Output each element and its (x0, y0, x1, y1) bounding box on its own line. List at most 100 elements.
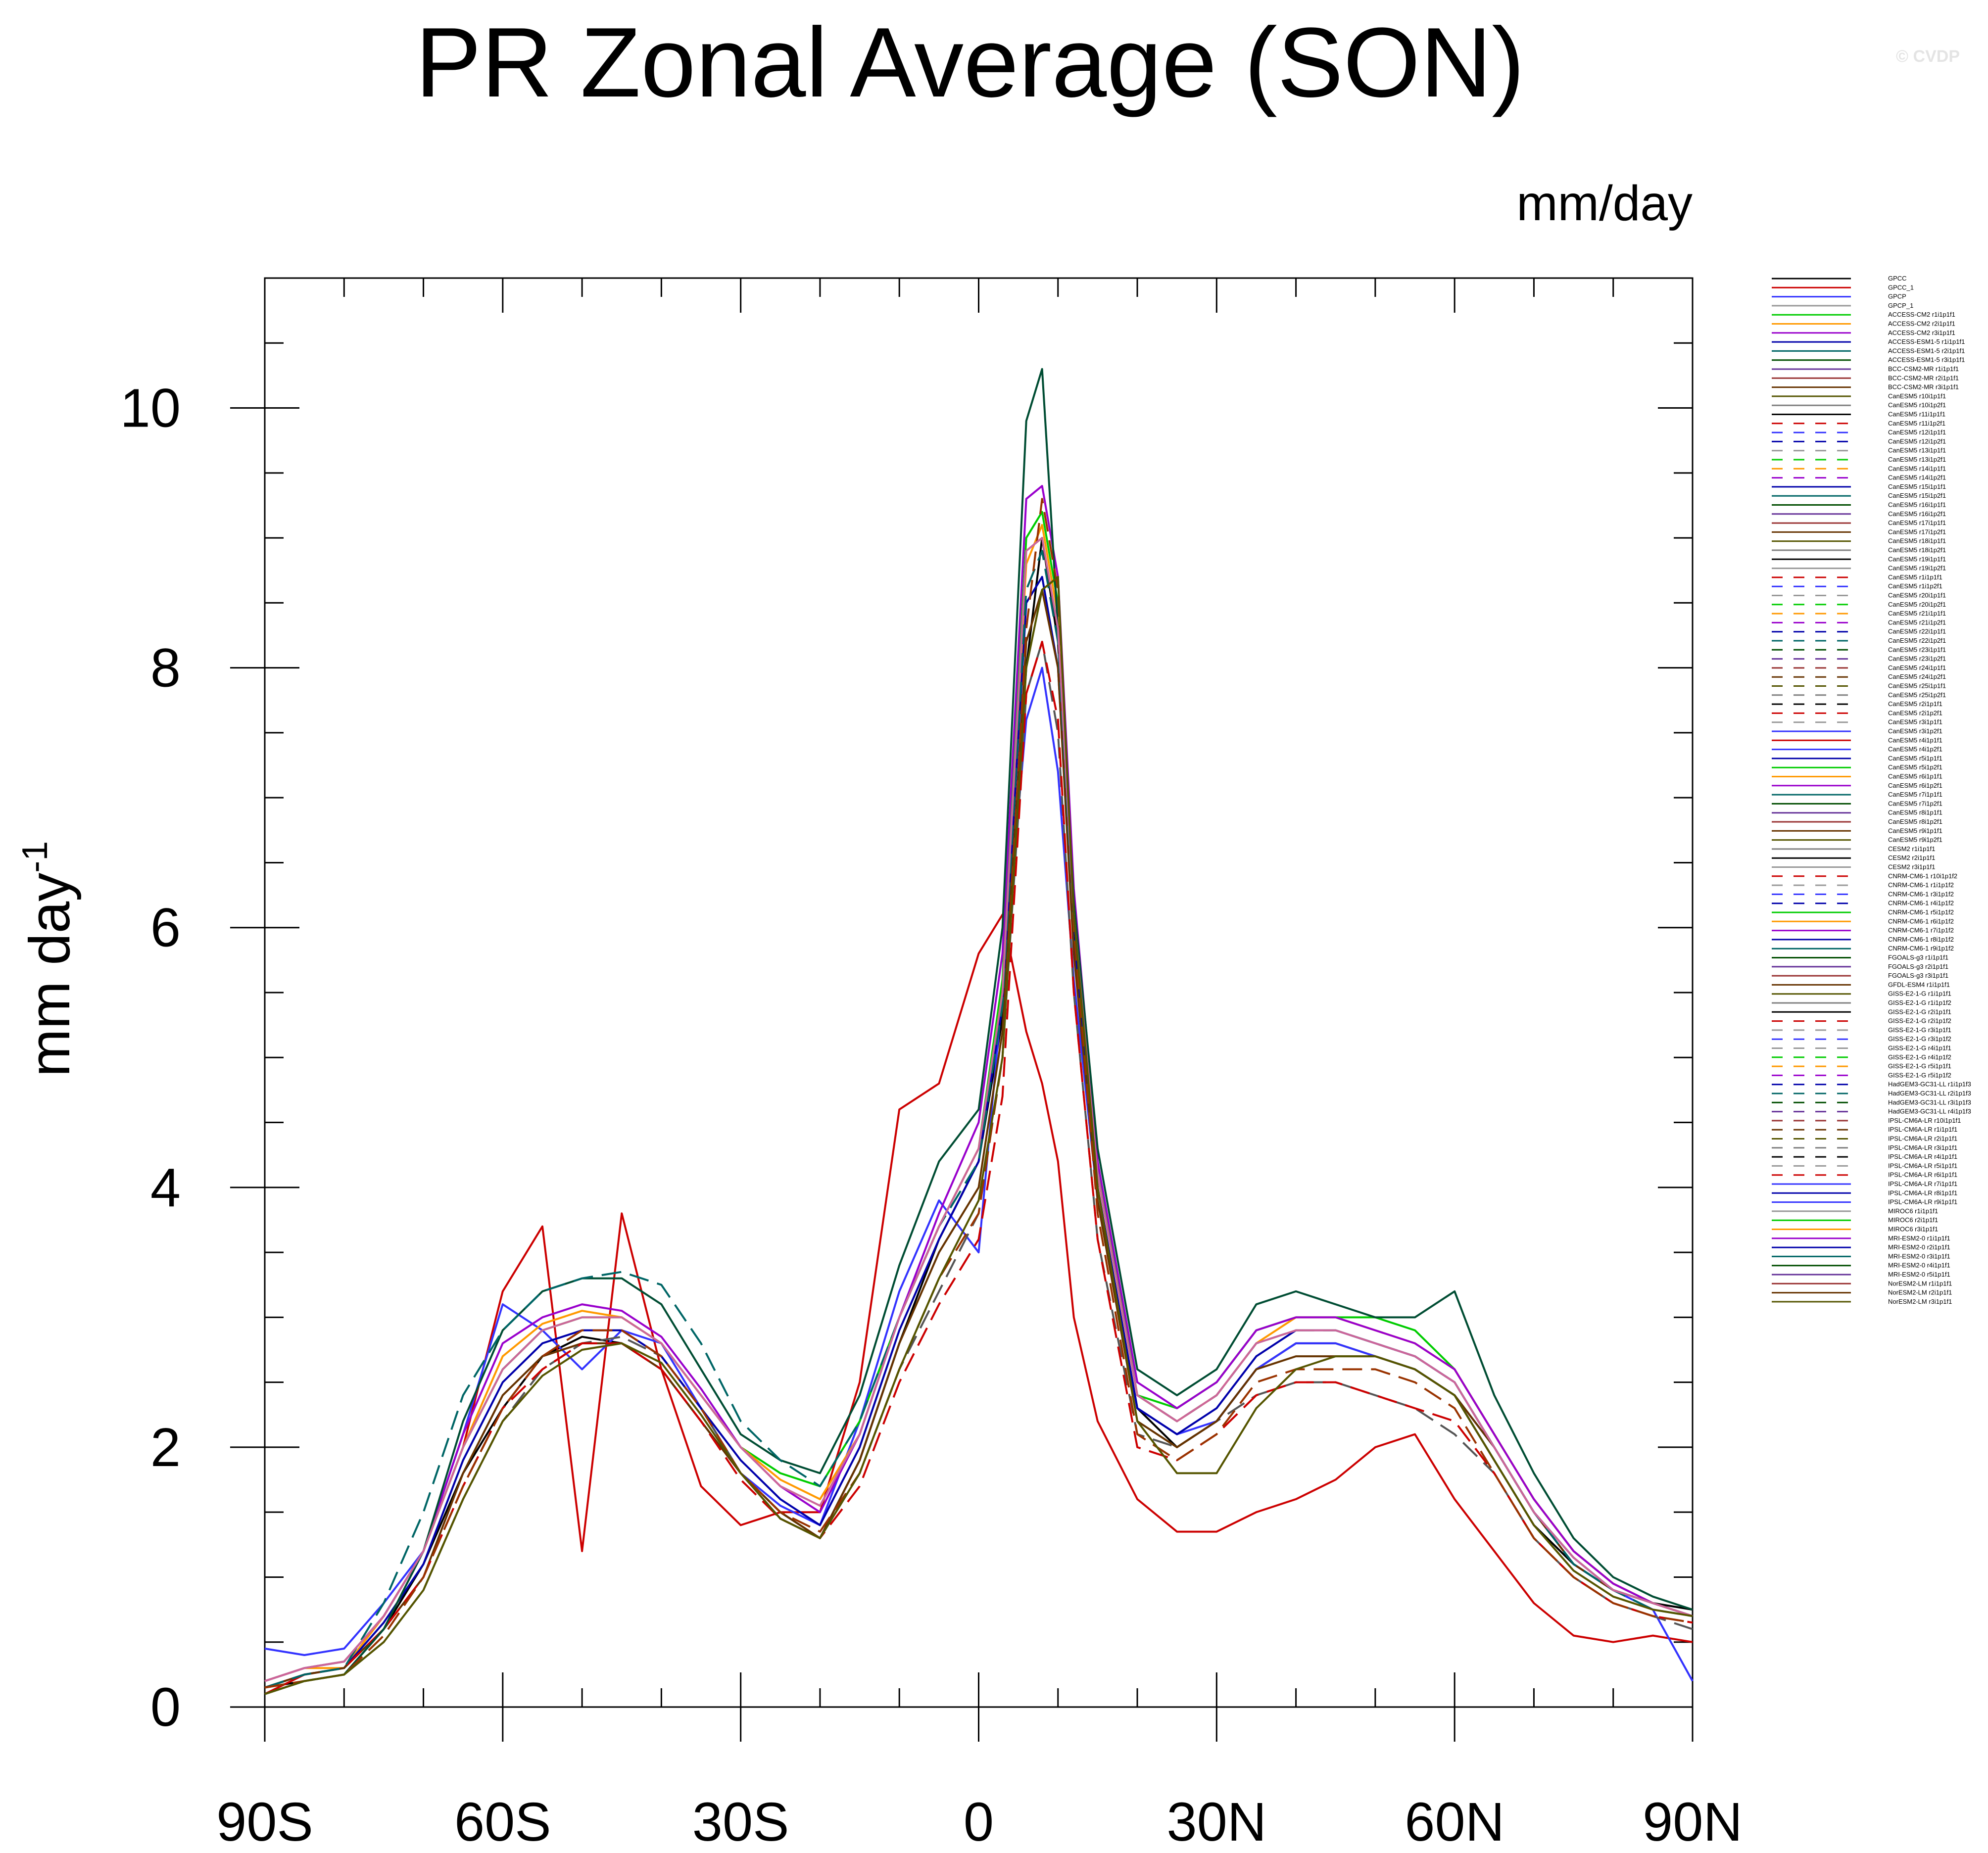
legend-label: CanESM5 r15i1p2f1 (1888, 492, 1946, 499)
legend-label: IPSL-CM6A-LR r8i1p1f1 (1888, 1189, 1957, 1196)
legend-label: CanESM5 r8i1p1f1 (1888, 809, 1942, 816)
series-line (264, 537, 1693, 1689)
chart-title: PR Zonal Average (SON) (415, 7, 1525, 118)
series-line (264, 913, 1693, 1695)
y-axis-label-exponent: -1 (15, 841, 55, 873)
legend-label: GISS-E2-1-G r1i1p1f2 (1888, 999, 1951, 1006)
legend-label: CanESM5 r7i1p1f1 (1888, 791, 1942, 798)
legend-label: CanESM5 r21i1p1f1 (1888, 610, 1946, 617)
legend-label: CanESM5 r22i1p1f1 (1888, 628, 1946, 635)
legend-label: CNRM-CM6-1 r9i1p1f2 (1888, 945, 1954, 952)
data-series (264, 368, 1694, 1695)
legend-label: CESM2 r2i1p1f1 (1888, 854, 1935, 861)
legend-label: CanESM5 r11i1p1f1 (1888, 411, 1945, 418)
legend-label: BCC-CSM2-MR r3i1p1f1 (1888, 383, 1959, 391)
legend-label: CanESM5 r15i1p1f1 (1888, 483, 1946, 490)
legend-label: CanESM5 r25i1p2f1 (1888, 691, 1946, 699)
series-line (264, 368, 1693, 1695)
legend-label: ACCESS-ESM1-5 r2i1p1f1 (1888, 347, 1965, 354)
axis-ticks (230, 277, 1694, 1742)
legend-label: NorESM2-LM r2i1p1f1 (1888, 1289, 1952, 1296)
legend-label: CanESM5 r23i1p2f1 (1888, 655, 1946, 663)
legend-label: CNRM-CM6-1 r3i1p1f2 (1888, 890, 1954, 898)
legend-label: MRI-ESM2-0 r4i1p1f1 (1888, 1262, 1950, 1269)
legend-label: CanESM5 r18i1p1f1 (1888, 537, 1946, 545)
legend-label: CNRM-CM6-1 r7i1p1f2 (1888, 927, 1954, 934)
legend-label: IPSL-CM6A-LR r10i1p1f1 (1888, 1117, 1961, 1124)
legend-label: CanESM5 r5i1p2f1 (1888, 763, 1942, 771)
y-tick-label: 8 (150, 638, 181, 699)
legend-label: CESM2 r1i1p1f1 (1888, 845, 1935, 853)
legend-label: ACCESS-ESM1-5 r3i1p1f1 (1888, 356, 1965, 364)
legend-label: IPSL-CM6A-LR r4i1p1f1 (1888, 1153, 1957, 1160)
x-tick-label: 30S (692, 1792, 789, 1853)
legend-label: MRI-ESM2-0 r1i1p1f1 (1888, 1235, 1950, 1242)
legend-label: CanESM5 r1i1p2f1 (1888, 582, 1942, 590)
legend-label: GISS-E2-1-G r4i1p1f1 (1888, 1045, 1951, 1052)
y-tick-label: 2 (150, 1417, 181, 1478)
legend-label: IPSL-CM6A-LR r2i1p1f1 (1888, 1135, 1957, 1142)
x-tick-label: 0 (964, 1792, 994, 1853)
legend-label: GPCC_1 (1888, 284, 1914, 291)
legend-label: MIROC6 r3i1p1f1 (1888, 1226, 1938, 1233)
legend-label: CNRM-CM6-1 r1i1p1f2 (1888, 881, 1954, 889)
legend-label: CanESM5 r2i1p1f1 (1888, 700, 1942, 708)
y-axis-label-text: mm day (17, 873, 82, 1077)
legend-label: CanESM5 r6i1p2f1 (1888, 782, 1942, 789)
legend-label: MRI-ESM2-0 r3i1p1f1 (1888, 1252, 1950, 1260)
legend-label: CanESM5 r22i1p2f1 (1888, 637, 1946, 644)
legend-label: CNRM-CM6-1 r10i1p1f2 (1888, 872, 1957, 880)
credit-label: © CVDP (1896, 47, 1960, 66)
y-tick-label: 10 (120, 378, 181, 439)
legend-label: CanESM5 r9i1p1f1 (1888, 827, 1942, 834)
legend-label: CanESM5 r13i1p2f1 (1888, 456, 1946, 463)
legend-label: CanESM5 r13i1p1f1 (1888, 447, 1946, 454)
legend-label: CanESM5 r19i1p2f1 (1888, 565, 1946, 572)
legend-label: IPSL-CM6A-LR r5i1p1f1 (1888, 1162, 1957, 1169)
legend-label: GPCC (1888, 275, 1907, 282)
legend-label: CanESM5 r16i1p2f1 (1888, 510, 1946, 518)
legend-label: CanESM5 r24i1p2f1 (1888, 673, 1946, 680)
legend-label: CanESM5 r4i1p2f1 (1888, 746, 1942, 753)
legend-label: MRI-ESM2-0 r2i1p1f1 (1888, 1243, 1950, 1251)
legend-label: CanESM5 r10i1p2f1 (1888, 401, 1946, 409)
legend-label: CanESM5 r16i1p1f1 (1888, 501, 1946, 509)
series-line (264, 575, 1693, 1695)
plot-border (264, 277, 1694, 1708)
legend-label: MRI-ESM2-0 r5i1p1f1 (1888, 1271, 1950, 1278)
legend-label: CanESM5 r17i1p2f1 (1888, 528, 1946, 535)
legend-label: CanESM5 r14i1p1f1 (1888, 465, 1946, 472)
legend-label: ACCESS-CM2 r3i1p1f1 (1888, 329, 1955, 336)
legend-label: CanESM5 r17i1p1f1 (1888, 519, 1946, 526)
legend-label: CanESM5 r10i1p1f1 (1888, 392, 1946, 400)
legend-label: CanESM5 r7i1p2f1 (1888, 800, 1942, 807)
legend-label: CanESM5 r19i1p1f1 (1888, 555, 1946, 563)
x-tick-label: 60S (454, 1792, 551, 1853)
legend-label: CNRM-CM6-1 r5i1p1f2 (1888, 908, 1954, 916)
legend-label: CNRM-CM6-1 r6i1p1f2 (1888, 917, 1954, 925)
y-tick-label: 0 (150, 1677, 181, 1738)
legend-label: GISS-E2-1-G r2i1p1f1 (1888, 1008, 1951, 1015)
legend-label: MIROC6 r2i1p1f1 (1888, 1216, 1938, 1224)
legend-label: GISS-E2-1-G r1i1p1f1 (1888, 990, 1951, 998)
legend-label: CanESM5 r18i1p2f1 (1888, 546, 1946, 554)
x-tick-label: 90S (216, 1792, 313, 1853)
series-line (264, 589, 1693, 1689)
legend-label: CanESM5 r14i1p2f1 (1888, 474, 1946, 481)
legend-label: CanESM5 r20i1p2f1 (1888, 601, 1946, 608)
legend-label: NorESM2-LM r1i1p1f1 (1888, 1280, 1952, 1287)
x-axis-tick-labels: 90S 60S 30S 0 30N 60N 90N (216, 1792, 1743, 1853)
legend-label: IPSL-CM6A-LR r7i1p1f1 (1888, 1180, 1957, 1188)
legend-label: CanESM5 r4i1p1f1 (1888, 736, 1942, 744)
y-axis-tick-labels: 0 2 4 6 8 10 (120, 378, 181, 1738)
legend-label: GISS-E2-1-G r3i1p1f1 (1888, 1026, 1951, 1034)
legend-label: GPCP (1888, 293, 1906, 300)
plot-frame (264, 277, 1694, 1708)
series-line (264, 641, 1693, 1689)
legend-label: CanESM5 r25i1p1f1 (1888, 682, 1946, 690)
legend-label: ACCESS-CM2 r1i1p1f1 (1888, 311, 1955, 318)
legend-label: GFDL-ESM4 r1i1p1f1 (1888, 981, 1950, 988)
legend-label: CanESM5 r1i1p1f1 (1888, 573, 1942, 581)
legend-label: CanESM5 r5i1p1f1 (1888, 755, 1942, 762)
